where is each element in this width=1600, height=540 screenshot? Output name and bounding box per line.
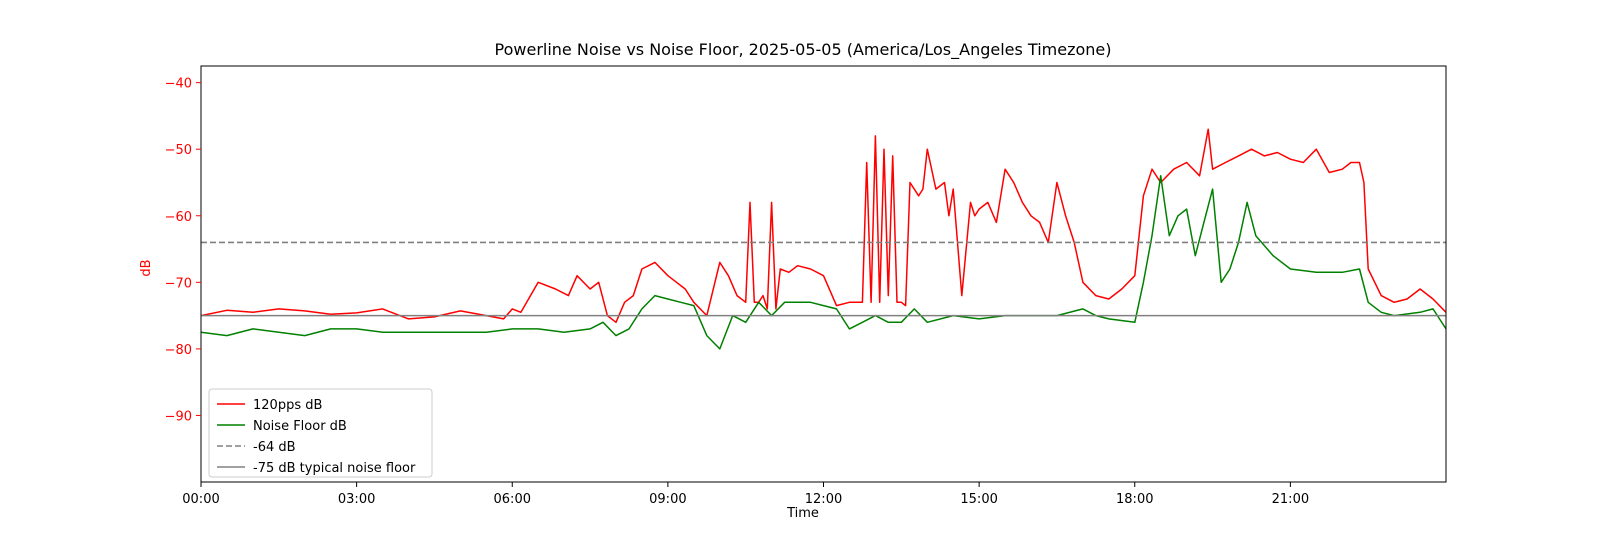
y-tick-label: −50 [165,143,192,158]
series-line-2 [200,175,1447,350]
x-tick-label: 00:00 [182,492,219,507]
x-tick-label: 12:00 [805,492,842,507]
x-tick-label: 15:00 [960,492,997,507]
x-tick-label: 21:00 [1272,492,1309,507]
y-tick-label: −40 [165,77,192,92]
y-tick-label: −60 [165,210,192,225]
x-tick-label: 09:00 [649,492,686,507]
legend-label: -64 dB [253,440,296,455]
x-tick-label: 06:00 [494,492,531,507]
y-axis-label: dB [139,259,154,276]
y-tick-label: −70 [165,276,192,291]
chart-title: Powerline Noise vs Noise Floor, 2025-05-… [495,40,1112,60]
legend-label: 120pps dB [253,398,322,413]
x-axis-label: Time [786,506,819,521]
legend-box [208,388,433,478]
legend: 120pps dB Noise Floor dB -64 dB -75 dB typi… [208,388,433,478]
series-line-1 [200,128,1447,324]
y-tick-label: −90 [165,409,192,424]
legend-label: Noise Floor dB [253,419,347,434]
plot-area: 00:00 03:00 06:00 09:00 12:00 15:00 18:00 21:00… [165,65,1447,507]
y-tick-label: −80 [165,343,192,358]
legend-label: -75 dB typical noise floor [253,461,416,476]
x-tick-label: 03:00 [338,492,375,507]
x-tick-label: 18:00 [1116,492,1153,507]
